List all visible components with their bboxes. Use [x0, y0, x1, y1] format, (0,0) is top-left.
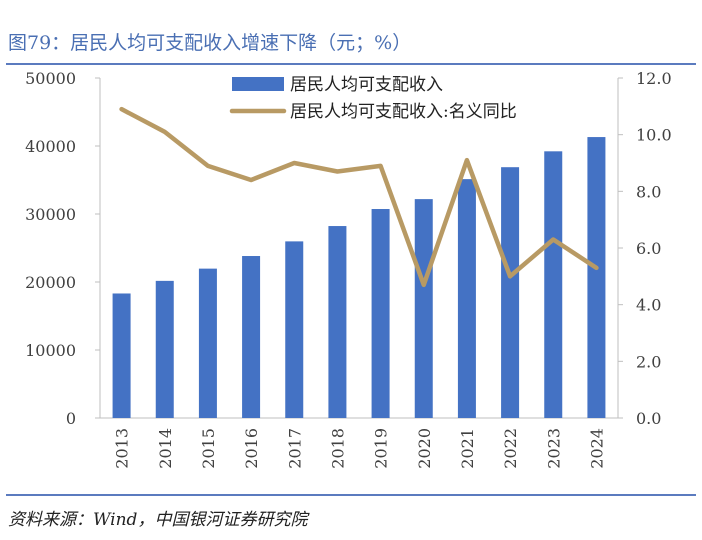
left-tick-label: 0 — [66, 409, 76, 428]
bar — [285, 241, 304, 418]
bar — [414, 199, 433, 418]
bar-series — [112, 137, 606, 418]
right-tick-label: 2.0 — [636, 352, 661, 371]
left-tick-label: 40000 — [25, 137, 76, 156]
left-tick-label: 20000 — [25, 273, 76, 292]
left-tick-label: 30000 — [25, 205, 76, 224]
chart: 0 10000 20000 30000 40000 50000 0.0 2.0 4.0 6.0 8… — [25, 69, 672, 469]
x-tick-label: 2021 — [458, 428, 477, 469]
right-tick-label: 0.0 — [636, 409, 661, 428]
left-tick-label: 10000 — [25, 341, 76, 360]
x-tick-label: 2024 — [587, 428, 606, 469]
right-axis-ticks: 0.0 2.0 4.0 6.0 8.0 10.0 12.0 — [618, 69, 672, 428]
legend-swatch-bar — [232, 77, 284, 91]
x-tick-label: 2016 — [242, 428, 261, 469]
legend-label-line: 居民人均可支配收入:名义同比 — [290, 102, 517, 122]
bar — [587, 137, 606, 418]
bar — [112, 293, 131, 418]
x-tick-label: 2015 — [199, 428, 218, 469]
right-tick-label: 12.0 — [636, 69, 672, 88]
line-series — [119, 106, 599, 288]
bar — [371, 209, 390, 418]
bar — [544, 151, 563, 418]
bar — [501, 167, 520, 418]
line-path — [119, 106, 599, 288]
x-tick-label: 2019 — [372, 428, 391, 469]
source-note: 资料来源：Wind，中国银河证券研究院 — [8, 510, 308, 530]
legend-label-bar: 居民人均可支配收入 — [290, 75, 443, 95]
title-rule — [6, 63, 696, 65]
bar — [242, 256, 261, 418]
bar — [155, 280, 174, 418]
figure-title: 图79：居民人均可支配收入增速下降（元；%） — [8, 32, 412, 54]
x-tick-label: 2017 — [285, 428, 304, 469]
x-tick-label: 2018 — [328, 428, 347, 469]
x-tick-label: 2014 — [156, 428, 175, 469]
x-axis-labels: 2013 2014 2015 2016 2017 2018 2019 2020 2021 2022… — [113, 428, 607, 469]
left-axis-ticks: 0 10000 20000 30000 40000 50000 — [25, 69, 100, 428]
x-tick-label: 2022 — [501, 428, 520, 469]
right-tick-label: 10.0 — [636, 126, 672, 145]
x-tick-label: 2013 — [113, 428, 132, 469]
bar — [328, 226, 347, 418]
x-tick-label: 2023 — [544, 428, 563, 469]
source-rule — [6, 494, 696, 496]
bar — [198, 268, 217, 418]
right-tick-label: 6.0 — [636, 239, 661, 258]
left-tick-label: 50000 — [25, 69, 76, 88]
bar — [457, 179, 476, 418]
x-tick-label: 2020 — [415, 428, 434, 469]
right-tick-label: 4.0 — [636, 296, 661, 315]
right-tick-label: 8.0 — [636, 182, 661, 201]
